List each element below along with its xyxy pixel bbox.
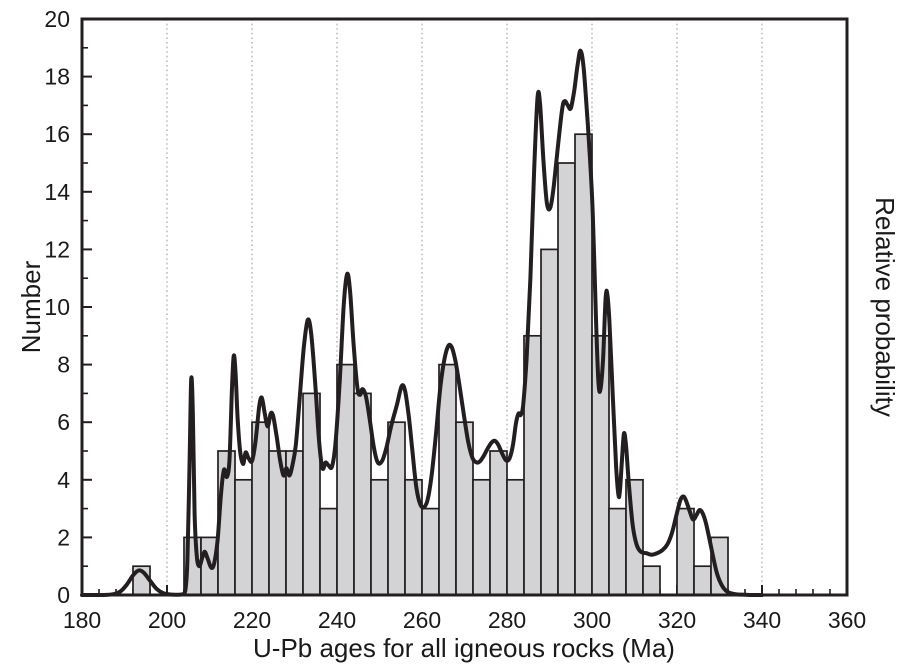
y-tick-label: 0 (57, 582, 70, 608)
x-tick-label: 260 (403, 607, 441, 633)
y-tick-label: 18 (44, 64, 70, 90)
histogram-bar (489, 450, 508, 596)
x-axis-title: U-Pb ages for all igneous rocks (Ma) (253, 633, 675, 663)
histogram-bar (438, 363, 457, 596)
y-tick-label: 2 (57, 524, 70, 550)
histogram-bars-layer (132, 133, 729, 596)
y-tick-label: 6 (57, 409, 70, 435)
histogram-bar (676, 507, 695, 596)
histogram-bar (540, 248, 559, 596)
y-tick-label: 16 (44, 121, 70, 147)
histogram-bar (642, 565, 661, 596)
y-axis-title-left: Number (16, 260, 46, 353)
histogram-bar (693, 565, 712, 596)
y-tick-label: 14 (44, 179, 70, 205)
plot-frame (80, 17, 849, 597)
histogram-bar (421, 507, 440, 596)
x-tick-label: 220 (233, 607, 271, 633)
x-tick-label: 180 (63, 607, 101, 633)
histogram-bar (557, 162, 576, 596)
y-tick-label: 10 (44, 294, 70, 320)
histogram-bar (319, 507, 338, 596)
histogram-bar (472, 478, 491, 596)
histogram-bar (387, 421, 406, 596)
histogram-bar (608, 507, 627, 596)
histogram-bar (370, 478, 389, 596)
tick-labels-layer: 180 200 220 240 260 280 300 320 340 360 0 2 4 6 8 10 12 1… (44, 6, 866, 633)
y-axis-title-right: Relative probability (870, 197, 900, 417)
y-tick-label: 8 (57, 352, 70, 378)
probability-curve-layer (80, 48, 764, 597)
x-tick-label: 200 (148, 607, 186, 633)
histogram-bar (506, 478, 525, 596)
x-tick-label: 340 (743, 607, 781, 633)
relative-probability-curve (80, 48, 764, 597)
x-tick-label: 280 (488, 607, 526, 633)
histogram-bar (574, 133, 593, 596)
x-tick-label: 320 (658, 607, 696, 633)
y-tick-label: 4 (57, 467, 70, 493)
histogram-bar (234, 478, 253, 596)
y-tick-label: 20 (44, 6, 70, 32)
x-tick-label: 300 (573, 607, 611, 633)
x-tick-label: 240 (318, 607, 356, 633)
x-tick-label: 360 (828, 607, 866, 633)
plot-frame-layer (80, 17, 849, 597)
y-tick-label: 12 (44, 236, 70, 262)
